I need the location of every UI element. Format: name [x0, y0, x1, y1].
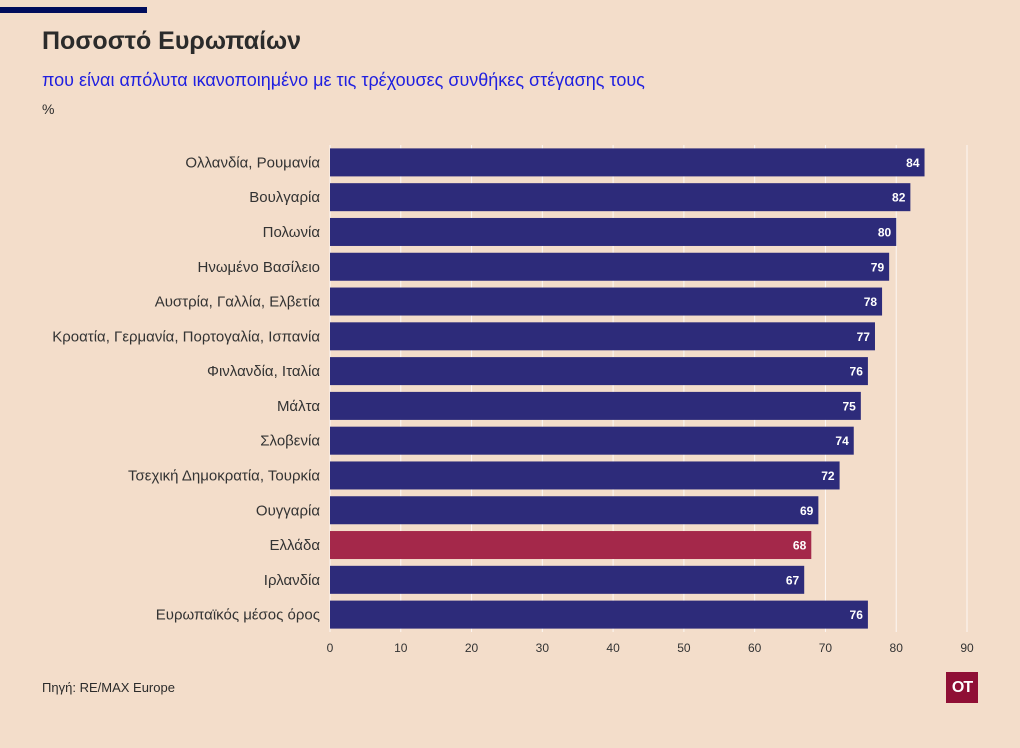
data-label: 76 [850, 608, 864, 622]
x-tick-label: 70 [819, 641, 833, 655]
x-tick-label: 0 [327, 641, 334, 655]
bar [330, 600, 868, 629]
brand-logo: OT [946, 672, 978, 703]
category-label: Βουλγαρία [249, 189, 320, 206]
category-label: Ολλανδία, Ρουμανία [185, 154, 320, 171]
source-note: Πηγή: RE/MAX Europe [42, 680, 175, 695]
x-tick-label: 30 [536, 641, 550, 655]
category-label: Ουγγαρία [256, 502, 320, 519]
bar [330, 565, 805, 594]
category-label: Μάλτα [277, 398, 320, 415]
chart-title: Ποσοστό Ευρωπαίων [42, 27, 302, 55]
category-label: Φινλανδία, Ιταλία [207, 363, 320, 380]
category-label: Κροατία, Γερμανία, Πορτογαλία, Ισπανία [52, 328, 320, 345]
category-label: Ελλάδα [270, 537, 321, 554]
category-label: Ηνωμένο Βασίλειο [197, 259, 320, 276]
category-label: Ιρλανδία [264, 572, 321, 589]
bar [330, 148, 925, 177]
bar [330, 461, 840, 490]
data-label: 78 [864, 295, 878, 309]
data-label: 76 [850, 365, 864, 379]
bar [330, 426, 854, 455]
data-label: 69 [800, 504, 814, 518]
x-tick-label: 90 [960, 641, 974, 655]
bar [330, 496, 819, 525]
x-tick-label: 40 [606, 641, 620, 655]
category-label: Τσεχική Δημοκρατία, Τουρκία [128, 467, 320, 484]
x-tick-label: 60 [748, 641, 762, 655]
data-label: 80 [878, 225, 892, 239]
bar [330, 217, 897, 246]
top-accent-bar [0, 7, 147, 13]
chart-subtitle: που είναι απόλυτα ικανοποιημένο με τις τ… [42, 70, 645, 90]
bar [330, 287, 883, 316]
data-label: 84 [906, 156, 920, 170]
bar [330, 531, 812, 560]
data-label: 82 [892, 191, 906, 205]
bar [330, 357, 868, 386]
category-label: Αυστρία, Γαλλία, Ελβετία [155, 294, 321, 311]
data-label: 74 [835, 434, 849, 448]
category-label: Σλοβενία [260, 433, 320, 450]
x-tick-label: 20 [465, 641, 479, 655]
data-label: 79 [871, 260, 885, 274]
data-label: 77 [857, 330, 871, 344]
x-tick-label: 80 [890, 641, 904, 655]
category-label: Πολωνία [263, 224, 321, 241]
bar [330, 183, 911, 212]
bar [330, 322, 875, 351]
bar [330, 391, 861, 420]
category-label: Ευρωπαϊκός μέσος όρος [156, 607, 320, 624]
x-tick-label: 10 [394, 641, 408, 655]
data-label: 75 [842, 399, 856, 413]
bar [330, 252, 890, 281]
x-tick-label: 50 [677, 641, 691, 655]
unit-label: % [42, 101, 55, 117]
data-label: 67 [786, 573, 800, 587]
data-label: 68 [793, 539, 807, 553]
data-label: 72 [821, 469, 835, 483]
